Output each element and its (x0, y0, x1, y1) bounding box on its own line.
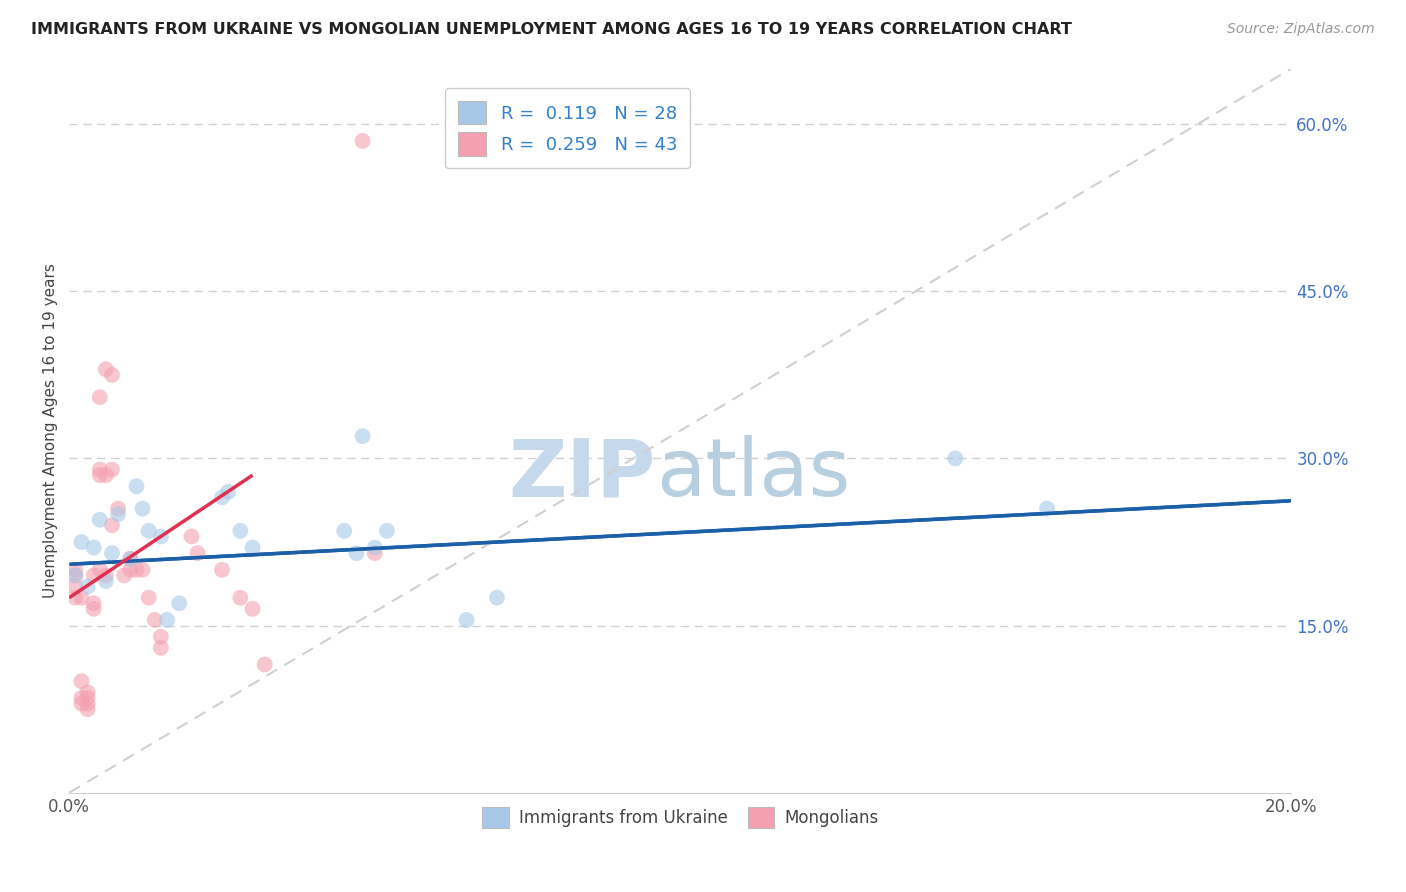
Point (333, 524, 356, 538)
Point (149, 529, 172, 543)
Legend: Immigrants from Ukraine, Mongolians: Immigrants from Ukraine, Mongolians (475, 800, 886, 835)
Point (131, 563, 153, 577)
Point (229, 524, 252, 538)
Point (943, 451, 966, 466)
Point (83, 541, 105, 555)
Point (70, 591, 93, 605)
Point (143, 613, 166, 627)
Point (187, 546, 209, 560)
Point (1036, 501, 1059, 516)
Point (364, 546, 387, 560)
Point (242, 541, 264, 555)
Text: IMMIGRANTS FROM UKRAINE VS MONGOLIAN UNEMPLOYMENT AMONG AGES 16 TO 19 YEARS CORR: IMMIGRANTS FROM UKRAINE VS MONGOLIAN UNE… (31, 22, 1071, 37)
Text: ZIP: ZIP (509, 435, 657, 513)
Point (156, 613, 179, 627)
Point (107, 507, 129, 521)
Point (76, 685, 98, 699)
Point (375, 524, 398, 538)
Point (120, 551, 142, 566)
Point (211, 491, 233, 505)
Point (242, 602, 264, 616)
Point (89, 390, 111, 404)
Point (120, 551, 142, 566)
Text: Source: ZipAtlas.com: Source: ZipAtlas.com (1227, 22, 1375, 37)
Point (65, 591, 87, 605)
Point (107, 501, 129, 516)
Point (229, 591, 252, 605)
Point (83, 568, 105, 582)
Text: atlas: atlas (657, 435, 851, 513)
Point (65, 568, 87, 582)
Point (149, 640, 172, 655)
Point (65, 563, 87, 577)
Point (76, 697, 98, 711)
Point (211, 563, 233, 577)
Point (89, 563, 111, 577)
Point (70, 535, 93, 549)
Point (70, 674, 93, 689)
Point (65, 568, 87, 582)
Point (89, 462, 111, 476)
Point (70, 697, 93, 711)
Point (352, 429, 374, 443)
Point (94, 468, 117, 483)
Point (131, 501, 153, 516)
Point (101, 462, 124, 476)
Point (101, 368, 124, 382)
Point (83, 602, 105, 616)
Point (83, 596, 105, 610)
Point (125, 479, 148, 493)
Point (101, 518, 124, 533)
Point (217, 484, 239, 499)
Point (94, 362, 117, 376)
Point (112, 568, 135, 582)
Point (65, 580, 87, 594)
Point (149, 630, 172, 644)
Point (94, 574, 117, 588)
Point (485, 591, 508, 605)
Point (180, 529, 202, 543)
Point (76, 690, 98, 705)
Point (352, 134, 374, 148)
Point (89, 468, 111, 483)
Point (89, 513, 111, 527)
Point (364, 541, 387, 555)
Point (76, 580, 98, 594)
Point (94, 568, 117, 582)
Point (138, 591, 160, 605)
Point (120, 563, 142, 577)
Point (138, 524, 160, 538)
Point (76, 702, 98, 716)
Point (456, 613, 478, 627)
Point (101, 546, 124, 560)
Point (253, 657, 276, 672)
Point (346, 546, 368, 560)
Point (70, 690, 93, 705)
Point (167, 596, 190, 610)
Point (125, 563, 148, 577)
Y-axis label: Unemployment Among Ages 16 to 19 years: Unemployment Among Ages 16 to 19 years (44, 263, 58, 598)
